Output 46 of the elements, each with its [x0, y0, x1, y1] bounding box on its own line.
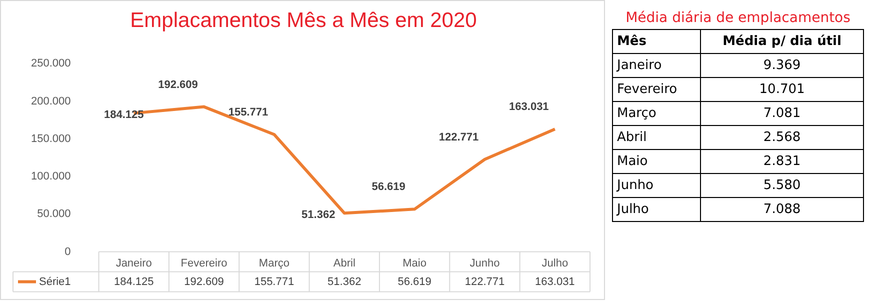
text: 56.619 [372, 181, 406, 194]
text: Média diária de emplacamentos [624, 8, 852, 28]
text: 184.125 [104, 109, 144, 122]
text: 7.081 [763, 106, 801, 121]
data-label: 163.031 [535, 276, 575, 288]
text: 192.609 [158, 78, 198, 91]
text: 51.362 [302, 209, 336, 222]
data-label: 192.609 [184, 276, 224, 288]
text: Mês [612, 30, 701, 54]
x-tick-label: Março [258, 257, 290, 270]
x-tick-label: Janeiro [116, 257, 152, 270]
y-tick-label: 200.000 [30, 95, 71, 108]
y-tick-label: 0 [64, 246, 71, 258]
y-tick-label: 150.000 [30, 132, 71, 145]
data-label: 155.771 [254, 276, 294, 288]
data-label: 51.362 [328, 276, 362, 288]
legend-label: Série1 [39, 276, 71, 288]
x-tick-label: Junho [470, 257, 500, 270]
category-label: Maio [612, 150, 701, 174]
text: 2.568 [763, 130, 801, 145]
text: 2.831 [763, 154, 801, 169]
x-tick-label: Julho [542, 257, 568, 270]
chart-title: Emplacamentos Mês a Mês em 2020 [129, 9, 478, 33]
category-label: Abril [612, 126, 701, 150]
text: 155.771 [228, 106, 268, 119]
x-tick-label: Fevereiro [180, 257, 228, 270]
text: 122.771 [438, 131, 479, 144]
data-label: 184.125 [114, 276, 154, 288]
category-label: Fevereiro [612, 78, 701, 102]
y-tick-label: 100.000 [30, 170, 71, 183]
text: 7.088 [763, 202, 801, 217]
x-tick-label: Maio [402, 257, 426, 270]
text: Média p/ dia útil [700, 30, 864, 54]
text: 9.369 [763, 58, 801, 73]
y-tick-label: 250.000 [30, 58, 71, 70]
text: 5.580 [763, 178, 801, 193]
data-label: 56.619 [398, 276, 432, 288]
y-tick-label: 50.000 [37, 208, 71, 220]
text: 163.031 [509, 101, 549, 114]
category-label: Junho [612, 174, 701, 198]
category-label: Março [612, 102, 701, 126]
data-label: 122.771 [464, 276, 505, 288]
x-tick-label: Abril [333, 257, 356, 270]
category-label: Janeiro [612, 54, 701, 78]
category-label: Julho [612, 198, 701, 222]
text: 10.701 [759, 82, 805, 97]
